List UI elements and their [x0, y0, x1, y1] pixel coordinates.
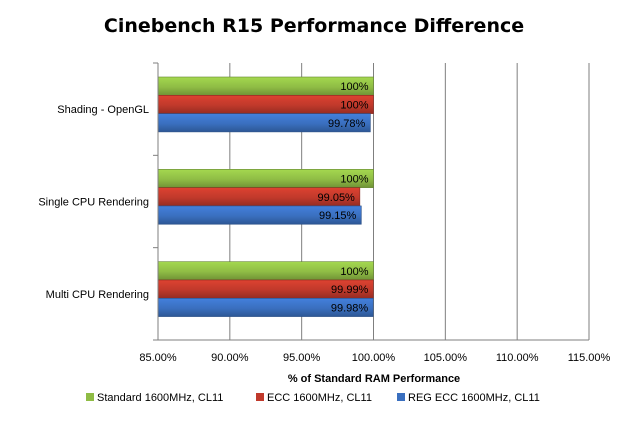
data-label: 99.98% — [331, 302, 369, 314]
data-label: 100% — [340, 173, 368, 185]
legend-label: REG ECC 1600MHz, CL11 — [408, 392, 540, 404]
data-label: 100% — [340, 99, 368, 111]
data-label: 99.15% — [319, 210, 357, 222]
legend-swatch — [397, 393, 405, 401]
legend-swatch — [256, 393, 264, 401]
data-label: 99.05% — [318, 192, 356, 204]
legend: Standard 1600MHz, CL11 ECC 1600MHz, CL11 R… — [86, 392, 540, 404]
legend-label: ECC 1600MHz, CL11 — [267, 392, 372, 404]
chart-title: Cinebench R15 Performance Difference — [104, 15, 524, 37]
labels: 85.00% 90.00% 95.00% 100.00% 105.00% 110.00% 1… — [38, 81, 610, 364]
data-label: 99.99% — [331, 284, 369, 296]
data-label: 100% — [340, 81, 368, 93]
data-label: 100% — [340, 266, 368, 278]
legend-swatch — [86, 393, 94, 401]
category-label: Multi CPU Rendering — [46, 289, 149, 301]
category-label: Single CPU Rendering — [38, 197, 149, 209]
x-tick-label: 100.00% — [352, 352, 396, 364]
bars — [157, 76, 374, 317]
x-tick-label: 90.00% — [211, 352, 249, 364]
data-label: 99.78% — [328, 118, 366, 130]
x-tick-label: 115.00% — [568, 352, 611, 364]
legend-label: Standard 1600MHz, CL11 — [97, 392, 223, 404]
x-tick-label: 110.00% — [496, 352, 539, 364]
category-label: Shading - OpenGL — [57, 104, 149, 116]
x-tick-label: 95.00% — [283, 352, 321, 364]
x-axis-label: % of Standard RAM Performance — [288, 373, 460, 385]
axes — [153, 62, 589, 341]
x-tick-label: 105.00% — [424, 352, 468, 364]
x-tick-label: 85.00% — [139, 352, 177, 364]
